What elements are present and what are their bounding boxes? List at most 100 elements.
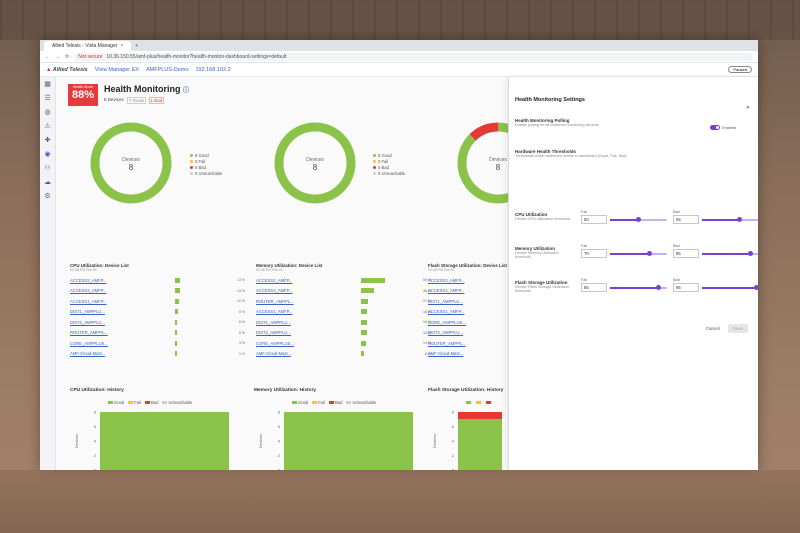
health-icon[interactable]: ✚: [44, 137, 51, 144]
cancel-button[interactable]: Cancel: [705, 326, 720, 331]
ip-link[interactable]: 192.168.102.2: [195, 66, 231, 73]
utilization-value: 14 %: [423, 341, 431, 346]
history-good-area[interactable]: [100, 412, 229, 470]
legend-item[interactable]: Unreachable: [162, 400, 192, 405]
device-link[interactable]: DIST1_AMPPLU...: [70, 309, 105, 315]
good-badge[interactable]: 7 Good: [126, 97, 146, 104]
device-link[interactable]: ACCESS3_AMFP...: [256, 288, 293, 294]
toggle-switch[interactable]: [710, 125, 721, 130]
bad-threshold-slider[interactable]: [702, 251, 758, 256]
legend-item[interactable]: Bad: [145, 400, 158, 405]
save-button[interactable]: Save: [727, 324, 748, 333]
device-link[interactable]: CORE_AMPPLUS...: [256, 340, 294, 346]
legend-item[interactable]: Unreachable: [346, 400, 376, 405]
slider-knob[interactable]: [747, 251, 753, 256]
device-link[interactable]: ACCESS2_AMFP...: [256, 277, 293, 283]
gear-icon[interactable]: ⚙: [44, 193, 51, 200]
fail-threshold-slider[interactable]: [610, 217, 667, 222]
legend-item[interactable]: Bad: [329, 400, 342, 405]
bad-threshold-input[interactable]: 85: [673, 249, 699, 258]
fail-threshold-input[interactable]: 50: [581, 215, 607, 224]
slider-knob[interactable]: [647, 251, 653, 256]
device-link[interactable]: AMF-Cloud-Mast...: [256, 351, 292, 357]
device-link[interactable]: ACCESS1_AMFP...: [70, 298, 107, 304]
bad-threshold-input[interactable]: 65: [673, 215, 699, 224]
utilization-value: 1 %: [238, 351, 245, 356]
close-icon[interactable]: ✕: [745, 105, 750, 111]
device-link[interactable]: ACCESS1_AMFP...: [428, 309, 465, 315]
network-link[interactable]: AMFPLUS-Demo: [145, 66, 189, 73]
brand-logo: ▲ Allied Telesis: [46, 66, 88, 73]
device-link[interactable]: ACCESS2_AMFP...: [428, 288, 465, 294]
polling-toggle[interactable]: Enabled: [710, 125, 736, 130]
device-link[interactable]: ROUTER_AMPPL...: [70, 330, 108, 336]
device-list-title: Memory Utilization: Device List: [256, 263, 323, 268]
bad-label: Bad: [673, 210, 680, 214]
history-good-area[interactable]: [284, 412, 413, 470]
device-link[interactable]: DIST2_AMPPLU...: [428, 330, 463, 336]
device-link[interactable]: ACCESS3_AMFP...: [428, 277, 465, 283]
legend-item[interactable]: [486, 400, 492, 405]
slider-knob[interactable]: [736, 217, 742, 222]
not-secure-warning[interactable]: Not secure: [78, 53, 103, 60]
donut-slice-good[interactable]: [90, 122, 172, 204]
device-link[interactable]: DIST2_AMPPLU...: [256, 330, 291, 336]
legend-item[interactable]: Good: [292, 400, 308, 405]
bad-threshold-slider[interactable]: [702, 285, 758, 290]
alert-icon[interactable]: ⚠: [44, 123, 51, 130]
fail-threshold: Fail 70: [581, 244, 667, 258]
dashboard-icon[interactable]: ▦: [44, 81, 51, 88]
device-link[interactable]: DIST2_AMPPLU...: [70, 319, 105, 325]
back-icon[interactable]: ←: [45, 53, 50, 60]
legend-item[interactable]: Fail: [128, 400, 141, 405]
device-link[interactable]: CORE_AMPPLUS...: [428, 319, 466, 325]
forward-icon[interactable]: →: [55, 53, 60, 60]
reload-icon[interactable]: ⟳: [65, 53, 70, 60]
tab-close-icon[interactable]: ×: [120, 43, 124, 49]
globe-icon[interactable]: ◍: [44, 109, 51, 116]
device-link[interactable]: ROUTER_AMPPL...: [256, 298, 294, 304]
device-link[interactable]: DIST1_AMPPLU...: [428, 298, 463, 304]
cpu-donut[interactable]: Devices 8: [86, 118, 176, 213]
slider-knob[interactable]: [636, 217, 641, 222]
info-icon[interactable]: ⓘ: [183, 88, 190, 94]
device-link[interactable]: ROUTER_AMPPL...: [428, 340, 466, 346]
product-link[interactable]: Vista Manager EX: [94, 66, 139, 73]
device-link[interactable]: AMF-Cloud-Mast...: [70, 351, 106, 357]
fail-threshold-input[interactable]: 70: [581, 249, 607, 258]
device-link[interactable]: CORE_AMPPLUS...: [70, 340, 108, 346]
legend-item[interactable]: [476, 400, 482, 405]
fail-control: 70: [581, 249, 667, 258]
bad-threshold-slider[interactable]: [702, 217, 758, 222]
network-icon[interactable]: ◉: [44, 151, 51, 158]
slider-knob[interactable]: [655, 285, 661, 290]
history-good-area[interactable]: [458, 419, 502, 470]
device-link[interactable]: AMF-Cloud-Mast...: [428, 351, 464, 357]
browser-tab[interactable]: Allied Telesis - Vista Manager ×: [44, 41, 132, 51]
new-tab-button[interactable]: +: [135, 42, 139, 49]
fail-threshold-input[interactable]: 85: [581, 283, 607, 292]
slider-knob[interactable]: [753, 285, 758, 290]
fail-threshold-slider[interactable]: [610, 251, 667, 256]
history-bad-area[interactable]: [458, 412, 502, 420]
device-link[interactable]: ACCESS2_AMFP...: [70, 277, 107, 283]
donut-slice-bad[interactable]: [457, 122, 539, 204]
legend-item[interactable]: Fail: [312, 400, 325, 405]
cloud-icon[interactable]: ☁: [44, 179, 51, 186]
legend-item[interactable]: Good: [108, 400, 124, 405]
donut-slice-good[interactable]: [274, 122, 356, 204]
legend-item[interactable]: [466, 400, 472, 405]
utilization-bar: [175, 351, 177, 357]
bad-badge[interactable]: 1 Bad: [148, 97, 165, 104]
device-link[interactable]: DIST1_AMPPLU...: [256, 319, 291, 325]
fail-threshold-slider[interactable]: [610, 285, 667, 290]
flash-device-list: Flash Storage Utilization: Device List 02…: [428, 263, 508, 359]
memory-donut[interactable]: Devices 8: [270, 118, 360, 213]
device-link[interactable]: ACCESS3_AMFP...: [70, 288, 107, 294]
address-bar[interactable]: Not secure 10.36.150.55/amf-plus/health-…: [74, 52, 753, 61]
paused-button[interactable]: Paused: [728, 66, 752, 73]
bad-threshold-input[interactable]: 95: [673, 283, 699, 292]
users-icon[interactable]: ⚇: [44, 165, 51, 172]
list-icon[interactable]: ☰: [44, 95, 51, 102]
device-link[interactable]: ACCESS1_AMFP...: [256, 309, 293, 315]
